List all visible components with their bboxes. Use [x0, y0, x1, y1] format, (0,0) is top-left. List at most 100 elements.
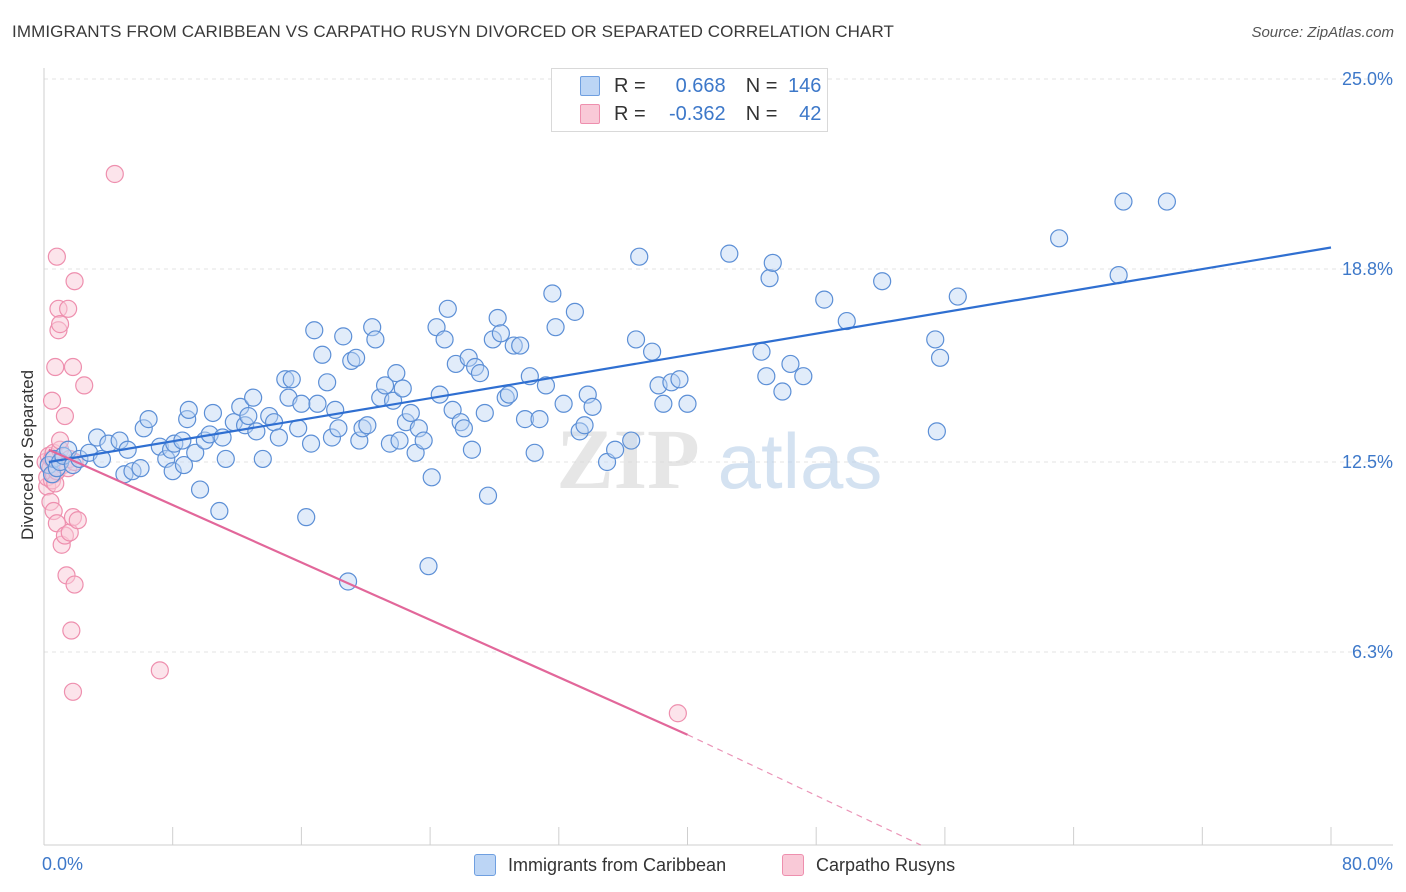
- data-point-caribbean: [210, 501, 229, 521]
- data-point-caribbean: [139, 410, 158, 429]
- data-point-caribbean: [781, 354, 800, 374]
- watermark-zip: ZIP: [556, 411, 699, 507]
- data-point-caribbean: [390, 431, 409, 450]
- data-point-caribbean: [342, 351, 361, 370]
- chart-source: Source: ZipAtlas.com: [1251, 24, 1394, 41]
- legend-row-caribbean: R = 0.668 N = 146: [552, 72, 821, 100]
- data-point-caribbean: [678, 394, 697, 413]
- data-point-caribbean: [515, 410, 535, 429]
- data-point-caribbean: [414, 431, 433, 450]
- data-point-caribbean: [499, 385, 519, 404]
- series-immigrants-from-caribbean: [39, 192, 1177, 591]
- data-point-caribbean: [203, 403, 223, 423]
- legend-r-label: R =: [614, 102, 646, 125]
- data-point-caribbean: [375, 376, 395, 395]
- data-point-caribbean: [318, 373, 337, 392]
- data-point-caribbean: [264, 413, 284, 432]
- y-tick-label: 25.0%: [1342, 69, 1393, 89]
- data-point-caribbean: [313, 345, 332, 364]
- x-tick-label: 80.0%: [1342, 854, 1393, 874]
- data-point-caribbean: [1157, 192, 1177, 211]
- data-point-rusyns: [75, 376, 94, 395]
- data-point-caribbean: [570, 422, 589, 441]
- data-point-caribbean: [174, 455, 194, 475]
- data-point-caribbean: [216, 449, 235, 469]
- data-point-caribbean: [622, 431, 641, 450]
- chart-title: IMMIGRANTS FROM CARIBBEAN VS CARPATHO RU…: [12, 22, 895, 41]
- data-point-caribbean: [565, 302, 584, 321]
- data-point-caribbean: [301, 434, 321, 453]
- data-point-caribbean: [546, 318, 565, 337]
- trend-line-rusyns: [48, 448, 688, 736]
- data-point-caribbean: [773, 382, 792, 401]
- data-point-caribbean: [504, 336, 523, 355]
- data-point-caribbean: [630, 247, 649, 266]
- data-point-caribbean: [358, 416, 377, 435]
- legend-row-rusyns: R = -0.362 N = 42: [552, 100, 821, 128]
- data-point-caribbean: [1114, 192, 1133, 211]
- data-point-rusyns: [68, 511, 87, 530]
- data-point-caribbean: [626, 330, 646, 349]
- watermark: ZIP atlas: [556, 411, 882, 507]
- data-point-caribbean: [760, 269, 779, 288]
- data-point-caribbean: [179, 400, 198, 420]
- data-point-caribbean: [815, 290, 834, 309]
- data-point-rusyns: [105, 164, 124, 184]
- gridlines: [44, 78, 1393, 653]
- data-point-caribbean: [720, 244, 739, 263]
- y-tick-label: 18.8%: [1342, 259, 1393, 279]
- data-point-caribbean: [543, 284, 562, 303]
- data-point-caribbean: [438, 299, 457, 318]
- data-point-rusyns: [46, 357, 65, 377]
- data-point-caribbean: [488, 308, 507, 328]
- data-point-caribbean: [297, 508, 316, 527]
- legend-swatch-pink-icon: [580, 104, 600, 124]
- data-point-caribbean: [134, 419, 153, 438]
- data-point-caribbean: [282, 370, 301, 389]
- tick-labels: 6.3% 12.5% 18.8% 25.0% 0.0% 80.0%: [42, 69, 1393, 874]
- data-point-caribbean: [353, 419, 372, 438]
- data-point-caribbean: [269, 428, 288, 447]
- data-point-caribbean: [948, 287, 967, 306]
- data-point-caribbean: [794, 367, 813, 386]
- data-point-caribbean: [575, 416, 594, 435]
- data-point-caribbean: [752, 342, 771, 361]
- data-point-caribbean: [346, 348, 366, 367]
- legend-square-pink-icon: [782, 854, 804, 876]
- data-point-caribbean: [511, 336, 530, 355]
- legend-n-value: 146: [788, 74, 822, 97]
- data-point-caribbean: [496, 388, 515, 407]
- data-point-caribbean: [276, 370, 295, 389]
- data-point-caribbean: [927, 422, 946, 441]
- data-point-caribbean: [422, 468, 441, 487]
- data-point-rusyns: [62, 621, 81, 640]
- data-point-caribbean: [530, 410, 549, 429]
- data-point-caribbean: [239, 406, 258, 426]
- data-point-caribbean: [478, 486, 498, 505]
- legend-n-value: 42: [799, 102, 822, 125]
- data-point-caribbean: [87, 428, 107, 447]
- trend-lines: [48, 246, 1332, 846]
- y-tick-label: 12.5%: [1342, 452, 1393, 472]
- data-point-caribbean: [763, 253, 782, 272]
- data-point-caribbean: [322, 428, 342, 447]
- x-tick-label: 0.0%: [42, 854, 83, 874]
- data-point-rusyns: [668, 704, 687, 723]
- data-point-caribbean: [401, 403, 420, 423]
- data-point-caribbean: [670, 370, 689, 389]
- data-point-caribbean: [606, 440, 625, 459]
- data-point-caribbean: [163, 462, 182, 481]
- y-axis-label: Divorced or Separated: [18, 370, 37, 540]
- data-point-rusyns: [150, 661, 169, 680]
- data-point-caribbean: [873, 272, 892, 291]
- legend-item-rusyns[interactable]: Carpatho Rusyns: [782, 852, 955, 878]
- legend-r-value: -0.362: [668, 102, 726, 125]
- legend-item-caribbean[interactable]: Immigrants from Caribbean: [474, 852, 726, 878]
- watermark-atlas: atlas: [718, 417, 883, 505]
- data-point-rusyns: [63, 682, 83, 701]
- legend-label-rusyns: Carpatho Rusyns: [816, 854, 956, 875]
- data-point-caribbean: [583, 397, 602, 416]
- data-point-caribbean: [536, 376, 556, 395]
- data-point-caribbean: [178, 410, 197, 429]
- data-point-caribbean: [190, 480, 210, 499]
